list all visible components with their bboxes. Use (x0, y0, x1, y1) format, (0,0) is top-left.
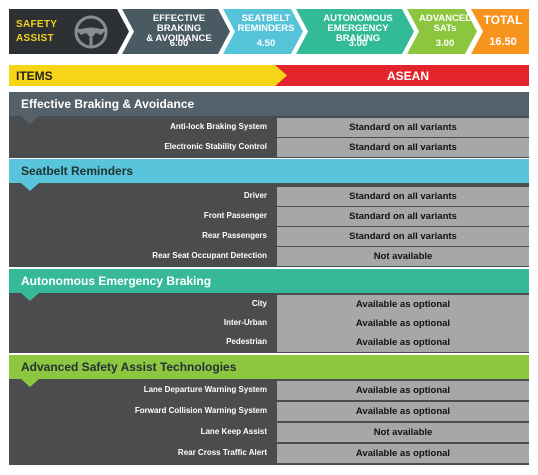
row-label: Rear Seat Occupant Detection (152, 251, 267, 260)
asean-column-label: ASEAN (386, 69, 429, 83)
row-value: Available as optional (277, 295, 529, 314)
row-value: Standard on all variants (277, 227, 529, 246)
row-label: Front Passenger (203, 211, 267, 220)
table-row: Rear Cross Traffic Alert Available as op… (9, 443, 529, 463)
title-line2: ASSIST (16, 33, 54, 44)
table-row: Pedestrian Available as optional (9, 332, 529, 352)
section-notch (21, 116, 39, 124)
segment-seatbelt-score: 4.50 (256, 38, 276, 49)
segment-total-score: 16.50 (489, 36, 517, 48)
segment-aeb-name2: EMERGENCY BRAKING (327, 23, 389, 44)
segment-braking-name1: EFFECTIVE BRAKING (152, 13, 206, 34)
table-row: Lane Departure Warning System Available … (9, 380, 529, 400)
row-value: Standard on all variants (277, 138, 529, 157)
segment-braking-score: 6.00 (169, 38, 189, 49)
section-braking-title: Effective Braking & Avoidance (21, 97, 195, 111)
row-label: Forward Collision Warning System (134, 406, 267, 415)
row-value: Available as optional (277, 381, 529, 400)
section-seatbelt-rows: Driver Standard on all variants Front Pa… (9, 183, 529, 267)
section-braking-rows: Anti-lock Braking System Standard on all… (9, 116, 529, 158)
section-sat-header: Advanced Safety Assist Technologies (9, 355, 529, 379)
title-line1: SAFETY (16, 19, 58, 30)
row-label: Electronic Stability Control (164, 142, 267, 151)
section-aeb-title: Autonomous Emergency Braking (21, 274, 212, 288)
row-value: Standard on all variants (277, 118, 529, 137)
segment-aeb-name1: AUTONOMOUS (323, 13, 393, 24)
row-value: Not available (277, 247, 529, 266)
row-value: Not available (277, 423, 529, 442)
asean-column-header: ASEAN (275, 65, 529, 86)
table-row: Lane Keep Assist Not available (9, 422, 529, 442)
segment-aeb: AUTONOMOUS EMERGENCY BRAKING 3.00 (296, 9, 414, 54)
table-row: Driver Standard on all variants (9, 186, 529, 206)
segment-braking: EFFECTIVE BRAKING & AVOIDANCE 6.00 (122, 9, 230, 54)
segment-sats: ADVANCED SATs 3.00 (407, 9, 477, 54)
table-row: Inter-Urban Available as optional (9, 313, 529, 333)
table-row: Anti-lock Braking System Standard on all… (9, 117, 529, 137)
table-row: Rear Seat Occupant Detection Not availab… (9, 246, 529, 266)
segment-total-name: TOTAL (483, 13, 523, 27)
row-label: Lane Keep Assist (200, 427, 267, 436)
segment-braking-name2: & AVOIDANCE (146, 33, 212, 44)
row-value: Available as optional (277, 444, 529, 463)
table-row: City Available as optional (9, 294, 529, 314)
row-label: Anti-lock Braking System (170, 122, 267, 131)
segment-seatbelt-name1: SEATBELT (241, 13, 291, 24)
section-notch (21, 183, 39, 191)
segment-sats-name1: ADVANCED (419, 13, 473, 24)
section-notch (21, 379, 39, 387)
segment-seatbelt-name2: REMINDERS (237, 23, 295, 34)
section-sat-rows: Lane Departure Warning System Available … (9, 379, 529, 465)
score-ribbon: SAFETY ASSIST EFFECTIVE BRAKING & AVOIDA… (9, 9, 529, 54)
section-seatbelt-title: Seatbelt Reminders (21, 164, 134, 178)
section-sat-title: Advanced Safety Assist Technologies (21, 360, 237, 374)
section-notch (21, 293, 39, 301)
segment-seatbelt: SEATBELT REMINDERS 4.50 (223, 9, 303, 54)
items-column-label: ITEMS (16, 69, 53, 83)
row-label: Lane Departure Warning System (143, 385, 267, 394)
row-label: Inter-Urban (223, 318, 267, 327)
row-label: Driver (243, 191, 267, 200)
row-label: Rear Passengers (202, 231, 267, 240)
row-value: Available as optional (277, 402, 529, 421)
items-column-header: ITEMS (9, 65, 287, 86)
table-row: Rear Passengers Standard on all variants (9, 226, 529, 246)
table-row: Electronic Stability Control Standard on… (9, 137, 529, 157)
row-label: Rear Cross Traffic Alert (177, 448, 267, 457)
table-header: ITEMS ASEAN (9, 65, 529, 86)
row-value: Available as optional (277, 314, 529, 333)
section-aeb-header: Autonomous Emergency Braking (9, 269, 529, 293)
segment-sats-score: 3.00 (435, 38, 455, 49)
row-label: City (251, 299, 267, 308)
row-label: Pedestrian (226, 337, 267, 346)
row-value: Available as optional (277, 333, 529, 352)
safety-assist-title: SAFETY ASSIST (9, 9, 129, 54)
segment-sats-name2: SATs (433, 23, 457, 34)
segment-aeb-score: 3.00 (348, 38, 368, 49)
section-braking-header: Effective Braking & Avoidance (9, 92, 529, 116)
table-row: Forward Collision Warning System Availab… (9, 401, 529, 421)
row-value: Standard on all variants (277, 187, 529, 206)
segment-total: TOTAL 16.50 (471, 9, 529, 54)
section-seatbelt-header: Seatbelt Reminders (9, 159, 529, 183)
steering-wheel-icon (74, 15, 108, 49)
section-aeb-rows: City Available as optional Inter-Urban A… (9, 293, 529, 353)
table-row: Front Passenger Standard on all variants (9, 206, 529, 226)
row-value: Standard on all variants (277, 207, 529, 226)
